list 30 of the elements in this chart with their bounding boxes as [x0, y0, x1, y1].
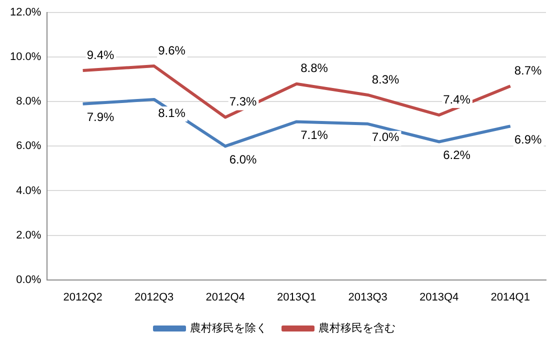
data-label: 9.4% — [86, 48, 114, 62]
data-label: 7.0% — [372, 130, 400, 144]
data-label: 9.6% — [158, 43, 186, 58]
x-tick-label: 2013Q4 — [420, 291, 459, 304]
x-tick-label: 2013Q3 — [348, 291, 388, 304]
x-tick-label: 2014Q1 — [490, 291, 530, 304]
data-label: 7.3% — [229, 94, 258, 109]
y-tick-label: 0.0% — [16, 274, 42, 286]
y-tick-label: 8.0% — [16, 96, 42, 108]
y-tick-label: 4.0% — [16, 184, 42, 197]
data-label: 7.4% — [443, 92, 471, 106]
data-label: 7.1% — [300, 128, 328, 142]
data-label: 8.1% — [158, 106, 186, 120]
x-tick-label: 2013Q1 — [277, 291, 316, 304]
x-tick-label: 2012Q3 — [134, 291, 174, 304]
legend-label: 農村移民を除く — [190, 322, 267, 335]
data-label: 7.9% — [86, 110, 114, 124]
y-tick-label: 12.0% — [10, 6, 42, 19]
y-tick-label: 2.0% — [16, 229, 42, 242]
data-label: 6.2% — [443, 148, 471, 162]
data-label: 6.9% — [514, 132, 542, 146]
legend-label: 農村移民を含む — [318, 322, 396, 335]
data-label: 8.7% — [514, 63, 542, 78]
data-label: 6.0% — [229, 152, 258, 167]
y-tick-label: 10.0% — [10, 51, 42, 64]
x-tick-label: 2012Q4 — [206, 291, 245, 304]
data-label: 8.3% — [372, 72, 400, 86]
data-label: 8.8% — [300, 61, 328, 76]
y-tick-label: 6.0% — [16, 140, 42, 152]
x-tick-label: 2012Q2 — [63, 291, 102, 304]
